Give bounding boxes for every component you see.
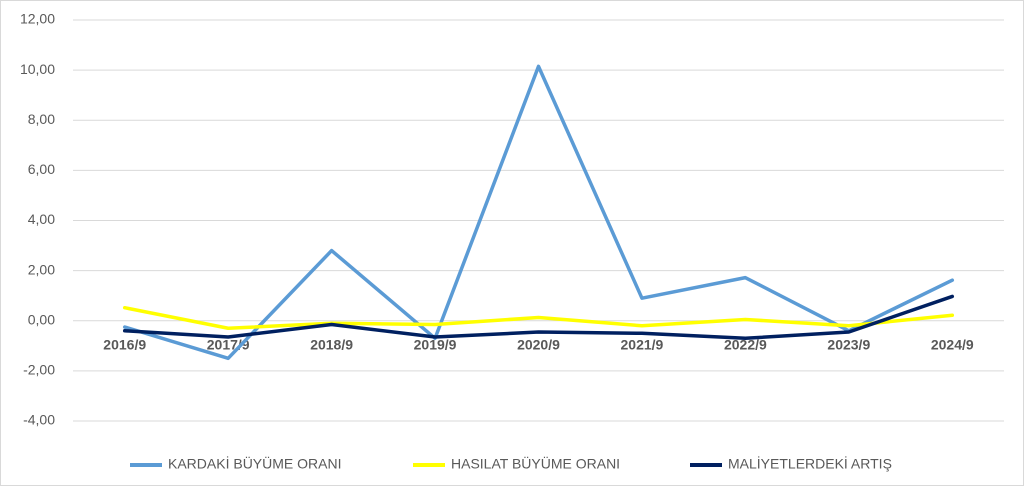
x-tick-label: 2022/9 xyxy=(724,336,767,352)
series-line xyxy=(122,305,955,331)
y-tick-label: 12,00 xyxy=(20,11,55,27)
series-line xyxy=(122,64,955,361)
legend-label: HASILAT BÜYÜME ORANI xyxy=(451,455,620,472)
y-tick-label: 2,00 xyxy=(28,261,55,277)
x-tick-label: 2021/9 xyxy=(621,336,664,352)
x-tick-label: 2020/9 xyxy=(517,336,560,352)
x-tick-label: 2024/9 xyxy=(931,336,974,352)
series-line xyxy=(122,294,955,341)
x-tick-label: 2018/9 xyxy=(310,336,353,352)
y-tick-label: 4,00 xyxy=(28,211,55,227)
y-tick-label: -4,00 xyxy=(23,412,55,428)
x-tick-label: 2016/9 xyxy=(103,336,146,352)
legend-label: MALİYETLERDEKİ ARTIŞ xyxy=(728,455,892,472)
legend-label: KARDAKİ BÜYÜME ORANI xyxy=(168,455,341,472)
y-tick-label: 0,00 xyxy=(28,311,55,327)
x-tick-label: 2019/9 xyxy=(414,336,457,352)
y-tick-label: 8,00 xyxy=(28,111,55,127)
y-tick-label: 6,00 xyxy=(28,161,55,177)
y-tick-label: 10,00 xyxy=(20,61,55,77)
y-tick-label: -2,00 xyxy=(23,362,55,378)
x-tick-label: 2023/9 xyxy=(827,336,870,352)
